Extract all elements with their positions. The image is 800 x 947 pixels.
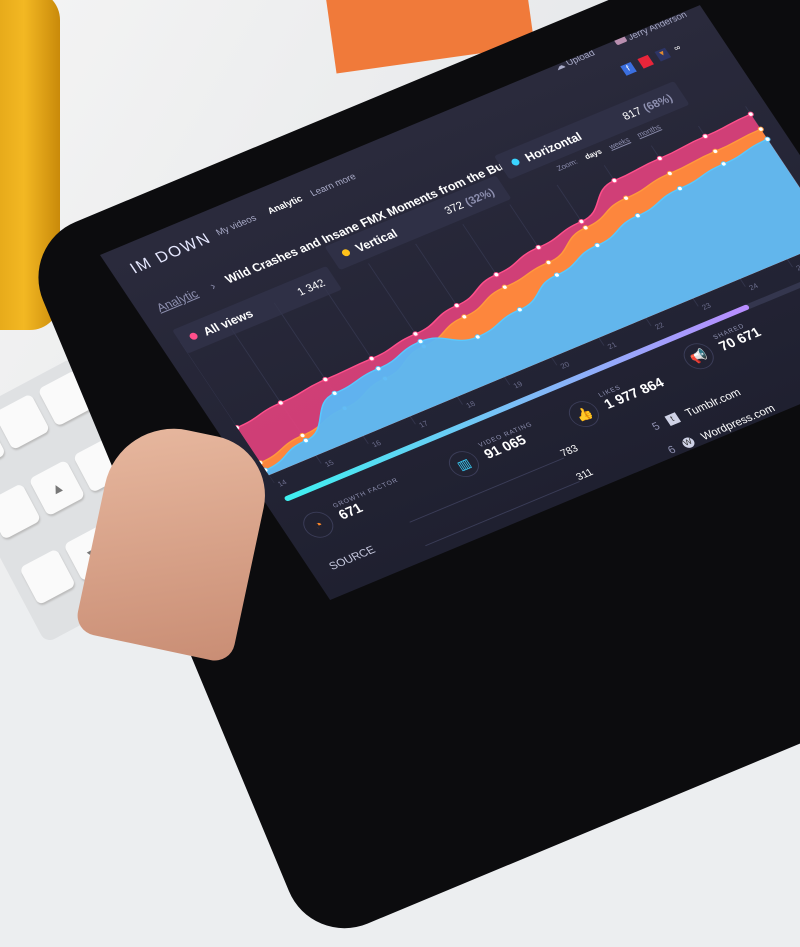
zoom-label: Zoom: — [555, 157, 580, 173]
card-value: 372 — [441, 198, 467, 217]
data-point[interactable] — [516, 307, 523, 313]
link-icon[interactable]: ∞ — [671, 42, 683, 53]
data-point[interactable] — [594, 242, 601, 249]
source-value: 783 — [558, 443, 581, 460]
data-point[interactable] — [277, 400, 284, 406]
data-point[interactable] — [417, 338, 424, 345]
data-point[interactable] — [368, 356, 375, 362]
tumblr-icon: t — [664, 412, 681, 427]
x-tick-label: 17 — [417, 419, 430, 430]
data-point[interactable] — [412, 331, 419, 337]
x-tick-label: 15 — [323, 458, 336, 469]
data-point[interactable] — [474, 334, 481, 340]
x-tick-label: 25 — [794, 262, 800, 273]
area-chart: 14151617181920212223242526 — [179, 106, 800, 489]
x-tick-label: 21 — [606, 340, 619, 351]
cyan-dot — [509, 157, 522, 167]
x-tick-label: 24 — [747, 281, 760, 292]
wordpress-icon: W — [679, 435, 697, 450]
megaphone-icon: 📢 — [677, 339, 720, 374]
data-point[interactable] — [757, 126, 764, 132]
x-tick-label: 14 — [276, 478, 289, 489]
zoom-weeks[interactable]: weeks — [607, 135, 632, 151]
data-point[interactable] — [623, 195, 630, 201]
series-area-2 — [265, 139, 800, 476]
dashboard-screen: IM DOWN My videos Analytic Learn more ☁ … — [100, 5, 800, 600]
data-point[interactable] — [453, 302, 460, 309]
key — [0, 393, 51, 451]
card-value: 817 — [619, 104, 645, 123]
data-point[interactable] — [501, 284, 508, 290]
data-point[interactable] — [764, 136, 771, 142]
nav-learn-more[interactable]: Learn more — [308, 171, 359, 199]
thumbs-up-icon: 👍 — [563, 396, 605, 432]
data-point[interactable] — [375, 366, 382, 372]
breadcrumb-root[interactable]: Analytic — [153, 286, 201, 315]
data-point[interactable] — [634, 213, 641, 219]
nav-analytic[interactable]: Analytic — [265, 194, 305, 217]
data-point[interactable] — [545, 259, 552, 266]
data-point[interactable] — [747, 111, 754, 117]
breadcrumb-separator: › — [206, 279, 219, 293]
data-point[interactable] — [299, 432, 306, 439]
data-point[interactable] — [656, 155, 663, 162]
facebook-icon[interactable]: f — [620, 62, 637, 76]
data-point[interactable] — [535, 244, 542, 251]
site-rank: 6 — [665, 443, 679, 457]
data-point[interactable] — [611, 178, 618, 184]
nav-my-videos[interactable]: My videos — [214, 213, 259, 239]
bar-chart-icon: ▥ — [443, 446, 485, 482]
data-point[interactable] — [553, 272, 560, 278]
social-links: f ▼ ∞ — [620, 43, 683, 76]
data-point[interactable] — [666, 170, 673, 177]
zoom-days[interactable]: days — [583, 147, 604, 162]
data-point[interactable] — [461, 314, 468, 320]
data-point[interactable] — [702, 133, 709, 139]
card-pct: (32%) — [462, 185, 498, 209]
gauge-icon: ◔ — [297, 507, 339, 542]
data-point[interactable] — [720, 161, 727, 167]
data-point[interactable] — [493, 272, 500, 278]
data-point[interactable] — [582, 225, 589, 231]
vimeo-icon[interactable]: ▼ — [654, 47, 672, 62]
x-tick-label: 20 — [559, 360, 572, 371]
data-point[interactable] — [578, 218, 585, 225]
data-point[interactable] — [302, 437, 309, 444]
data-point[interactable] — [331, 390, 338, 396]
x-tick-label: 19 — [512, 379, 525, 390]
x-tick-label: 16 — [370, 438, 383, 449]
youtube-icon[interactable] — [637, 54, 654, 69]
site-name: Tumblr.com — [682, 385, 744, 420]
key — [19, 548, 77, 606]
x-tick-label: 22 — [653, 321, 666, 332]
site-rank: 5 — [649, 419, 663, 433]
yellow-dot — [340, 248, 352, 258]
key: ▲ — [28, 459, 86, 517]
data-point[interactable] — [322, 376, 329, 383]
source-value: 311 — [574, 466, 596, 483]
x-tick-label: 18 — [464, 399, 477, 410]
card-pct: (68%) — [640, 91, 676, 115]
data-point[interactable] — [712, 148, 719, 155]
source-heading: SOURCE — [326, 543, 378, 573]
data-point[interactable] — [676, 185, 683, 192]
x-tick-label: 23 — [700, 301, 713, 312]
